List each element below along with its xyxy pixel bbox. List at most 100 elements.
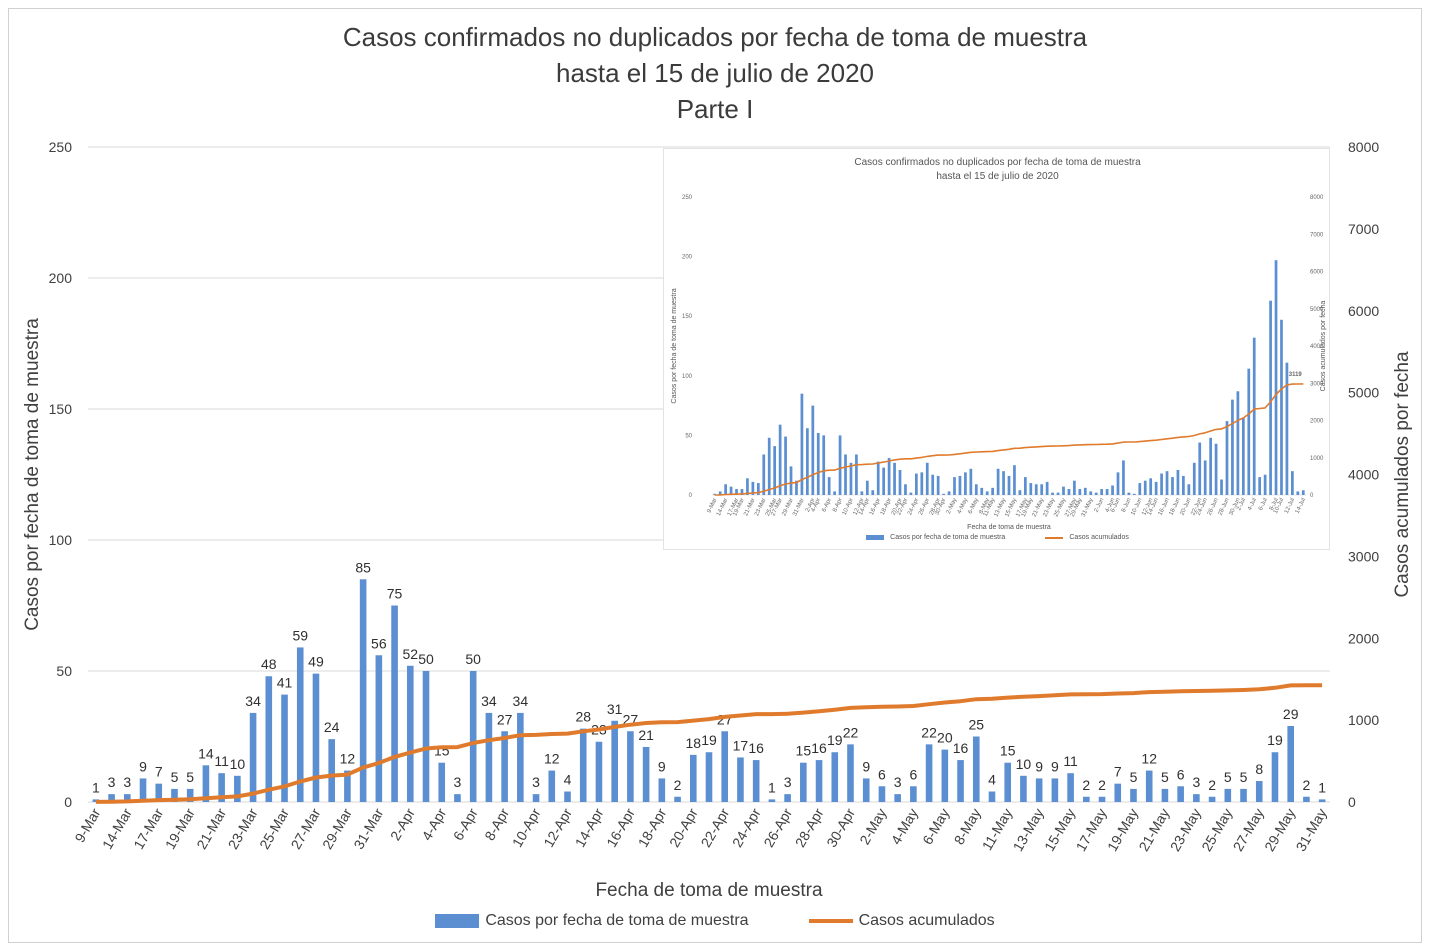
y-tick-label: 100 xyxy=(49,532,73,548)
inset-bar xyxy=(1198,442,1202,495)
bar xyxy=(1067,773,1074,802)
inset-bar xyxy=(865,480,869,495)
inset-bar xyxy=(1236,391,1240,495)
bar xyxy=(752,760,760,802)
bar xyxy=(627,731,634,802)
x-tick-label: 2-Apr xyxy=(387,805,418,843)
inset-bar xyxy=(1231,399,1234,495)
bar-data-label: 19 xyxy=(1267,732,1283,748)
inset-bar xyxy=(855,454,858,495)
chart-legend: Casos por fecha de toma de muestra Casos… xyxy=(0,912,1430,930)
inset-bar xyxy=(871,490,875,495)
inset-x-tick-label: 4-Jun xyxy=(1105,497,1117,513)
y2-tick-label: 8000 xyxy=(1348,139,1379,155)
x-tick-label: 10-Apr xyxy=(509,805,544,850)
bar xyxy=(344,770,351,802)
bar-data-label: 6 xyxy=(1177,766,1185,782)
inset-bar xyxy=(1182,475,1185,495)
bar xyxy=(721,731,729,802)
inset-legend-line-swatch xyxy=(1045,536,1064,539)
bar xyxy=(800,762,807,802)
inset-bar xyxy=(1007,475,1011,495)
x-tick-label: 14-Mar xyxy=(99,805,135,852)
bar-data-label: 5 xyxy=(1240,769,1248,785)
inset-bar xyxy=(1258,477,1262,495)
inset-bar xyxy=(1192,462,1196,495)
bar xyxy=(1051,778,1059,802)
x-tick-label: 25-Mar xyxy=(256,805,292,852)
bar-data-label: 25 xyxy=(968,717,984,733)
y-tick-label: 150 xyxy=(49,401,73,417)
bar-data-label: 50 xyxy=(418,651,434,667)
bar-data-label: 16 xyxy=(748,740,764,756)
inset-chart-svg: 0 50 100 150 200 250 0 1000 2000 3000 4000 5000 6000… xyxy=(671,195,1327,531)
inset-bar xyxy=(1203,460,1207,495)
bar xyxy=(234,775,241,802)
bar-data-label: 28 xyxy=(575,709,591,725)
inset-bar xyxy=(811,405,815,495)
inset-bar xyxy=(1111,485,1114,495)
bar-data-label: 4 xyxy=(988,772,996,788)
bar-data-label: 3 xyxy=(532,774,540,790)
legend-item-line: Casos acumulados xyxy=(808,912,995,930)
y2-tick-label: 7000 xyxy=(1348,221,1379,237)
x-tick-label: 20-Apr xyxy=(666,805,701,850)
bar-data-label: 7 xyxy=(1114,764,1122,780)
bar xyxy=(1193,794,1200,802)
inset-bar xyxy=(953,477,956,495)
y-tick-label: 50 xyxy=(56,663,72,679)
bar-data-label: 15 xyxy=(796,743,812,759)
x-tick-label: 6-May xyxy=(919,806,952,848)
bar-data-label: 11 xyxy=(1063,753,1078,769)
bar-data-label: 22 xyxy=(843,724,859,740)
inset-y2-tick-label: 6000 xyxy=(1310,270,1324,276)
bar xyxy=(1020,775,1027,802)
bar-data-label: 4 xyxy=(564,772,572,788)
inset-bar xyxy=(1220,479,1223,495)
bar-data-label: 18 xyxy=(685,735,701,751)
chart-title-line-3: Parte I xyxy=(676,94,754,124)
x-tick-label: 29-Mar xyxy=(319,805,355,852)
bar-data-label: 9 xyxy=(1051,758,1059,774)
bar-data-label: 49 xyxy=(308,654,324,670)
bar xyxy=(296,647,304,802)
inset-x-tick-label: 2-Jul xyxy=(1236,497,1247,511)
inset-bar xyxy=(1149,478,1153,495)
bar-data-label: 34 xyxy=(513,693,529,709)
inset-bar xyxy=(1094,492,1098,495)
bar-data-label: 3 xyxy=(894,774,902,790)
bar xyxy=(548,770,556,802)
inset-bar xyxy=(746,478,749,495)
bar xyxy=(815,760,823,802)
inset-bar xyxy=(751,481,755,495)
inset-bar xyxy=(1116,472,1120,495)
inset-bar xyxy=(1062,486,1065,495)
inset-bar xyxy=(1143,480,1147,495)
y-tick-label: 0 xyxy=(64,794,72,810)
legend-bar-swatch xyxy=(435,914,480,928)
bar xyxy=(689,754,697,802)
y2-tick-label: 5000 xyxy=(1348,385,1379,401)
bar xyxy=(281,694,288,802)
bar-data-label: 19 xyxy=(701,732,717,748)
bar-data-label: 6 xyxy=(909,766,917,782)
inset-bar xyxy=(893,462,896,495)
inset-bar xyxy=(729,486,733,495)
x-tick-label: 27-Mar xyxy=(288,805,324,852)
inset-bar xyxy=(876,461,880,495)
bar xyxy=(249,712,257,802)
inset-bar xyxy=(904,484,907,495)
inset-bar xyxy=(898,469,902,495)
inset-bar xyxy=(1018,490,1022,495)
bar xyxy=(1161,788,1169,802)
bar xyxy=(1035,778,1043,802)
inset-legend-item-line: Casos acumulados xyxy=(1045,534,1129,541)
inset-bar xyxy=(1291,471,1294,495)
inset-bar xyxy=(1089,491,1093,495)
bar-data-label: 2 xyxy=(1303,777,1311,793)
inset-bar xyxy=(1040,484,1044,495)
bar xyxy=(910,786,917,802)
bar-data-label: 9 xyxy=(1035,758,1043,774)
inset-y2-tick-label: 3000 xyxy=(1310,381,1324,387)
y2-tick-label: 6000 xyxy=(1348,303,1379,319)
